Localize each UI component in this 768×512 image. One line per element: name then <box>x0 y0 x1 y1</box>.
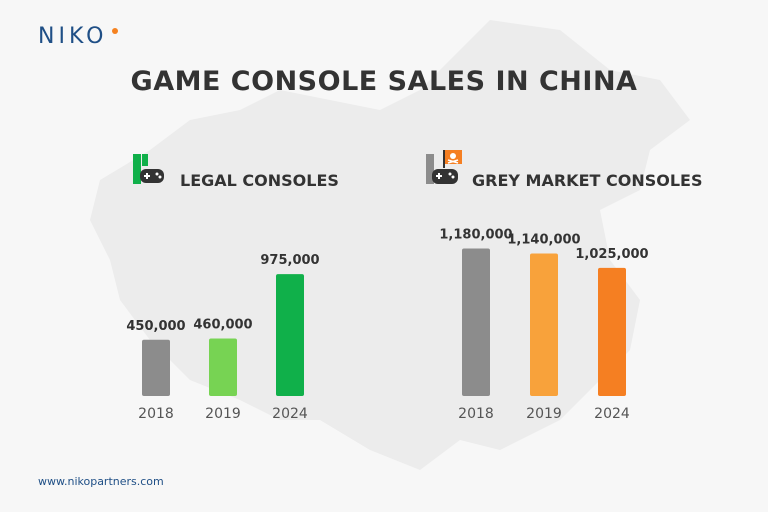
pirate-console-icon <box>426 150 462 184</box>
grey-category-label-2019: 2019 <box>526 406 562 422</box>
legal-category-label-2019: 2019 <box>205 406 241 422</box>
grey-market-consoles-label: GREY MARKET CONSOLES <box>472 171 703 190</box>
legal-category-label-2018: 2018 <box>138 406 174 422</box>
grey-value-label-2019: 1,140,000 <box>507 233 580 248</box>
grey-bar-2019 <box>530 253 558 396</box>
legal-bar-2024 <box>276 274 304 396</box>
grey-value-label-2018: 1,180,000 <box>439 228 512 243</box>
page-title: GAME CONSOLE SALES IN CHINA <box>130 66 638 97</box>
grey-bar-2018 <box>462 248 490 396</box>
legal-category-label-2024: 2024 <box>272 406 308 422</box>
legal-value-label-2018: 450,000 <box>126 319 185 334</box>
logo-accent-dot <box>112 28 118 34</box>
legal-value-label-2024: 975,000 <box>260 253 319 268</box>
legal-consoles-label: LEGAL CONSOLES <box>180 171 339 190</box>
grey-category-label-2024: 2024 <box>594 406 630 422</box>
legal-console-icon <box>133 154 164 184</box>
niko-logo: NIKO <box>38 24 108 49</box>
legal-bar-2019 <box>209 338 237 396</box>
grey-bar-2024 <box>598 267 626 396</box>
grey-value-label-2024: 1,025,000 <box>575 247 648 262</box>
legal-value-label-2019: 460,000 <box>193 318 252 333</box>
legal-bar-2018 <box>142 339 170 396</box>
footer-url[interactable]: www.nikopartners.com <box>38 475 164 488</box>
grey-category-label-2018: 2018 <box>458 406 494 422</box>
